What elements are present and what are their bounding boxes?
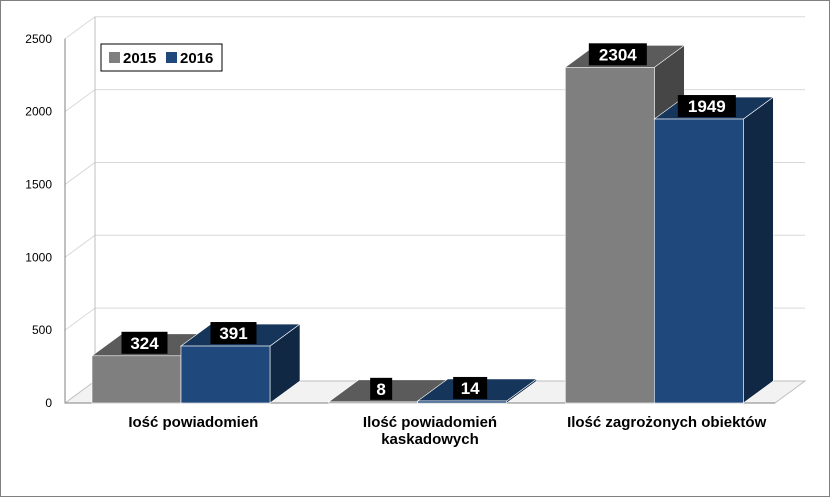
data-label-box [210, 322, 257, 345]
gridline-diagonal [64, 162, 96, 185]
y-tick-label: 1000 [25, 250, 52, 264]
bar-side [743, 96, 774, 404]
gridline-diagonal [64, 16, 96, 40]
legend-swatch [166, 52, 177, 63]
data-label-box [677, 95, 736, 118]
y-tick-label: 500 [32, 323, 52, 337]
x-category-label: Ilość powiadomień kaskadowych [363, 414, 497, 448]
x-category-label: Ilość zagrożonych obiektów [567, 414, 767, 431]
bar-front [328, 401, 418, 404]
y-tick-label: 1500 [25, 177, 52, 191]
data-label: 14 [461, 379, 480, 398]
legend-label: 2016 [180, 50, 213, 67]
legend-box [100, 43, 223, 72]
data-label-box [588, 43, 647, 66]
data-label-box [370, 377, 393, 400]
bar-front [654, 118, 744, 404]
bar-2016-1: 14 [416, 376, 538, 404]
legend: 2015 2016 [100, 43, 223, 72]
legend-label: 2015 [123, 50, 156, 67]
bar-front [565, 67, 655, 404]
bar-front [417, 400, 507, 404]
data-label: 391 [219, 324, 247, 343]
gridline-diagonal [64, 89, 96, 113]
data-label: 2304 [599, 45, 637, 64]
data-label: 324 [130, 334, 159, 353]
data-label: 8 [376, 380, 385, 399]
data-label-box [121, 331, 168, 354]
bar-2016-0: 391 [180, 322, 301, 404]
bar-2016-2: 1949 [653, 95, 775, 404]
legend-swatch [109, 52, 120, 63]
gridline-diagonal [64, 234, 96, 258]
gridline-diagonal [64, 307, 96, 331]
y-tick-label: 2500 [25, 32, 52, 46]
bar-front [180, 345, 271, 404]
y-tick-label: 0 [45, 396, 52, 410]
x-category-label: Iość powiadomień [128, 414, 258, 431]
bar-front [91, 355, 182, 404]
data-label: 1949 [688, 97, 726, 116]
y-tick-label: 2000 [25, 105, 52, 119]
data-label-box [453, 376, 488, 399]
